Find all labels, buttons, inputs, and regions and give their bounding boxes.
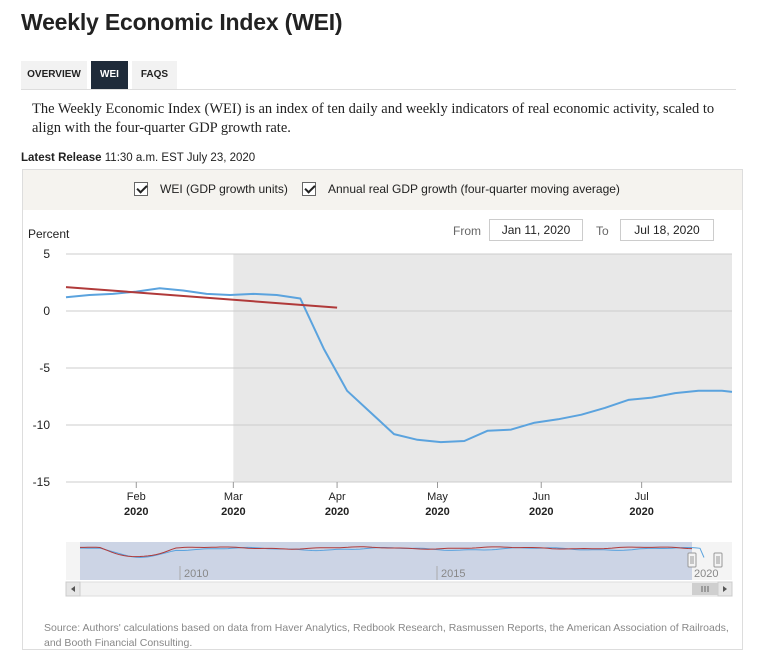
legend-wei[interactable]: WEI (GDP growth units) [134,182,288,196]
tab-bar: OVERVIEW WEI FAQS [21,61,736,90]
legend-gdp-label: Annual real GDP growth (four-quarter mov… [328,182,620,196]
page-title: Weekly Economic Index (WEI) [21,9,343,35]
navigator-year-2010: 2010 [184,568,208,580]
tab-wei[interactable]: WEI [91,61,128,89]
scrollbar-right-arrow[interactable] [717,581,733,597]
scrollbar-track[interactable] [65,581,733,597]
checkbox-gdp[interactable] [302,182,316,196]
to-label: To [596,224,609,238]
from-label: From [453,224,481,238]
navigator-left-handle[interactable] [687,552,697,568]
navigator-year-2015: 2015 [441,568,465,580]
navigator-right-handle[interactable] [713,552,723,568]
to-date-input[interactable]: Jul 18, 2020 [620,219,714,241]
navigator-year-2020: 2020 [694,568,718,580]
navigator-gdp-line [80,546,693,558]
release-info: Latest Release 11:30 a.m. EST July 23, 2… [21,152,255,164]
tab-faqs[interactable]: FAQS [132,61,177,89]
legend-wei-label: WEI (GDP growth units) [160,182,288,196]
release-value: 11:30 a.m. EST July 23, 2020 [104,152,256,164]
scrollbar-left-arrow[interactable] [65,581,81,597]
from-date-input[interactable]: Jan 11, 2020 [489,219,583,241]
scrollbar-thumb[interactable] [692,583,718,595]
release-label: Latest Release [21,152,102,164]
tab-overview[interactable]: OVERVIEW [21,61,87,89]
legend-bar: WEI (GDP growth units) Annual real GDP g… [23,170,742,210]
description: The Weekly Economic Index (WEI) is an in… [32,101,715,136]
legend-gdp[interactable]: Annual real GDP growth (four-quarter mov… [302,182,620,196]
checkbox-wei[interactable] [134,182,148,196]
source-note: Source: Authors' calculations based on d… [44,622,729,649]
